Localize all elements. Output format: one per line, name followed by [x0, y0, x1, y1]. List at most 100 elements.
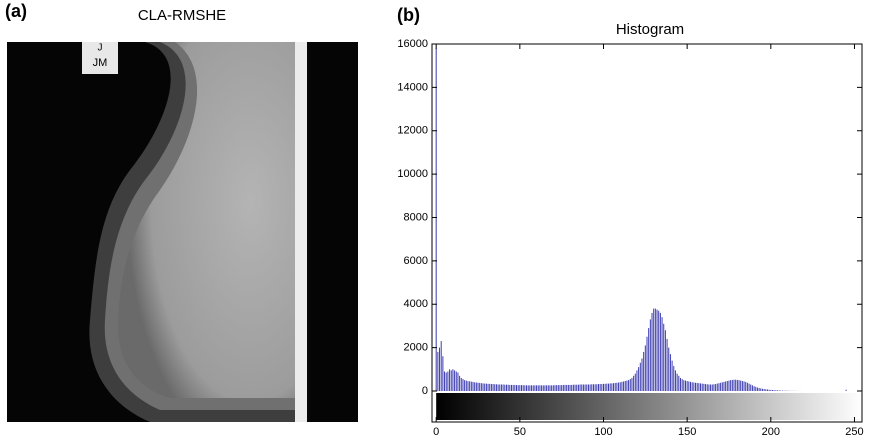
- bar: [760, 388, 762, 391]
- bar: [649, 319, 651, 391]
- axes-frame: [431, 43, 863, 423]
- bar: [499, 384, 501, 391]
- bar: [673, 366, 675, 391]
- bar: [512, 384, 514, 391]
- bar: [773, 390, 775, 391]
- bar: [756, 387, 758, 391]
- bar: [482, 383, 484, 391]
- bar: [778, 390, 780, 391]
- bar: [698, 383, 700, 391]
- bar: [703, 383, 705, 391]
- bar: [777, 390, 779, 391]
- bar: [599, 384, 601, 391]
- bar: [733, 379, 735, 391]
- panel-a: (a) CLA-RMSHE J JM: [5, 1, 358, 422]
- bar: [524, 385, 526, 391]
- x-tick-label: 250: [845, 426, 863, 438]
- bar: [531, 385, 533, 391]
- bar: [601, 384, 603, 391]
- bar: [748, 383, 750, 391]
- bar: [450, 370, 452, 391]
- bar: [449, 369, 451, 391]
- bar: [701, 383, 703, 391]
- bar: [485, 383, 487, 391]
- bar: [633, 375, 635, 391]
- bar: [668, 347, 670, 391]
- bar: [589, 384, 591, 391]
- bar: [442, 356, 444, 391]
- bar: [455, 371, 457, 391]
- bar: [495, 384, 497, 391]
- colorbar: [436, 392, 863, 420]
- bar: [472, 381, 474, 391]
- bar: [477, 382, 479, 391]
- bar: [725, 381, 727, 391]
- bar: [457, 372, 459, 391]
- bar: [571, 384, 573, 391]
- bar: [636, 370, 638, 391]
- bar: [751, 385, 753, 391]
- bar: [576, 384, 578, 391]
- bar: [556, 385, 558, 391]
- bar: [646, 336, 648, 391]
- bar: [577, 384, 579, 391]
- bar: [437, 351, 439, 391]
- bar: [541, 385, 543, 391]
- bar: [517, 385, 519, 391]
- bar: [611, 383, 613, 391]
- bar: [526, 385, 528, 391]
- bar: [710, 384, 712, 391]
- bar: [572, 384, 574, 391]
- image-title: CLA-RMSHE: [138, 7, 226, 24]
- bar: [594, 384, 596, 391]
- panel-label: (b): [397, 5, 420, 25]
- y-tick-label: 0: [422, 385, 428, 397]
- bar: [641, 358, 643, 391]
- bar: [584, 384, 586, 391]
- bar: [507, 384, 509, 391]
- bar: [730, 380, 732, 391]
- bar: [639, 362, 641, 391]
- bar: [487, 383, 489, 391]
- bar: [509, 384, 511, 391]
- bar: [467, 381, 469, 391]
- bar: [763, 389, 765, 391]
- bar: [616, 382, 618, 391]
- bar: [765, 389, 767, 391]
- bar: [549, 385, 551, 391]
- bar: [705, 384, 707, 391]
- bar: [609, 383, 611, 391]
- bar: [664, 330, 666, 391]
- bar: [544, 385, 546, 391]
- bar: [623, 381, 625, 391]
- bar: [602, 383, 604, 391]
- bar: [479, 382, 481, 391]
- bar: [753, 386, 755, 391]
- bar: [746, 382, 748, 391]
- bar: [681, 379, 683, 391]
- bar: [447, 371, 449, 391]
- bar: [696, 382, 698, 391]
- bar: [597, 384, 599, 391]
- bar: [845, 389, 847, 391]
- bar: [663, 323, 665, 391]
- bar: [480, 383, 482, 391]
- bar: [653, 308, 655, 391]
- bar: [723, 381, 725, 391]
- bar: [539, 385, 541, 391]
- bar: [671, 360, 673, 391]
- bar: [504, 384, 506, 391]
- bar: [566, 384, 568, 391]
- bar: [452, 369, 454, 391]
- bar: [592, 384, 594, 391]
- image-edge: [295, 42, 307, 422]
- bar: [552, 385, 554, 391]
- bar: [604, 383, 606, 391]
- bar: [740, 380, 742, 391]
- bar: [546, 385, 548, 391]
- bar: [582, 384, 584, 391]
- bar: [596, 384, 598, 391]
- bar: [435, 48, 437, 391]
- bar: [690, 381, 692, 391]
- bar: [469, 381, 471, 391]
